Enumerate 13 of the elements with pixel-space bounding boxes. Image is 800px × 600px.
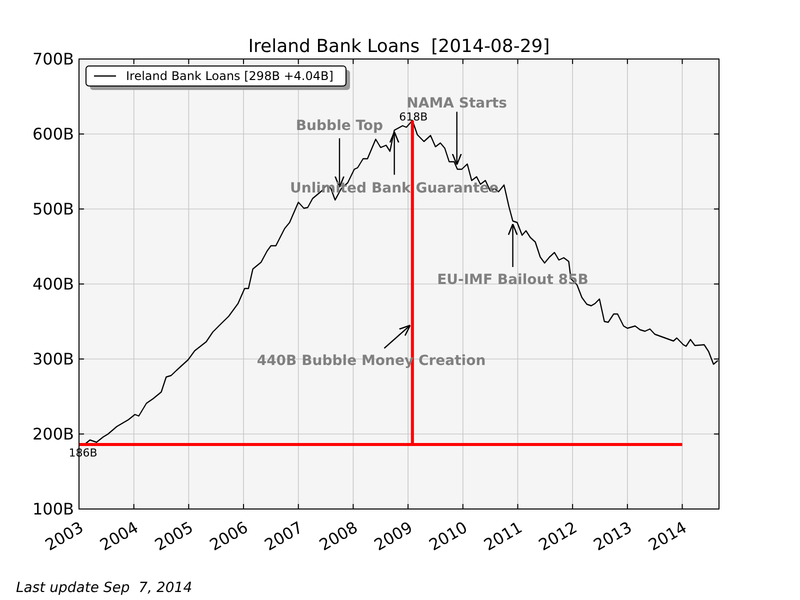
legend-label: Ireland Bank Loans [298B +4.04B] <box>126 69 334 84</box>
y-tick-label: 600B <box>32 124 74 144</box>
y-tick-label: 200B <box>32 424 74 444</box>
chart-title: Ireland Bank Loans [2014-08-29] <box>248 36 550 57</box>
y-tick-label: 400B <box>32 274 74 294</box>
annotation: NAMA Starts <box>406 96 508 112</box>
annotation: Bubble Top <box>296 118 384 134</box>
text: Last update Sep 7, 2014 <box>16 580 192 596</box>
annotation: 618B <box>399 110 428 124</box>
y-tick-label: 300B <box>32 350 74 369</box>
y-tick-label: 500B <box>32 200 74 219</box>
y-tick-label: 100B <box>32 500 74 519</box>
y-tick-label: 700B <box>32 50 74 69</box>
